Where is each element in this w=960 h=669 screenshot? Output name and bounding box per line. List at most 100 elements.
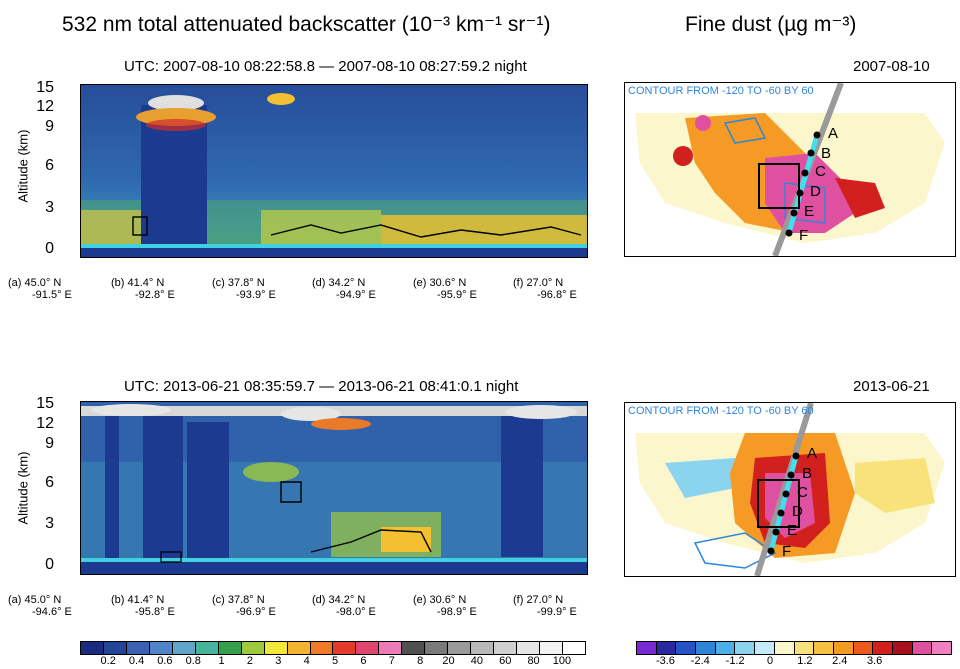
x-tick-label: (a) 45.0° N -91.5° E [8,277,72,301]
map-point-b: B [802,465,813,482]
backscatter-colorbar-swatch [126,642,150,654]
dust-colorbar-swatch [656,642,677,654]
backscatter-colorbar-swatch [172,642,196,654]
backscatter-colorbar-swatch [540,642,564,654]
y-tick: 6 [45,474,54,491]
backscatter-colorbar-labels: 0.2 0.4 0.6 0.8 1 2 3 4 5 6 7 8 20 40 60 80 100 [80,655,586,667]
backscatter-colorbar-label: 0.8 [185,655,201,667]
backscatter-colorbar-swatch [517,642,541,654]
y-tick: 12 [36,98,54,115]
backscatter-colorbar-swatch [471,642,495,654]
dust-colorbar-label: 0 [766,655,774,667]
dust-colorbar-swatch [853,642,874,654]
dust-colorbar-label: 2.4 [832,655,848,667]
y-tick: 3 [45,199,54,216]
y-tick: 9 [45,118,54,135]
backscatter-colorbar-swatch [310,642,334,654]
backscatter-colorbar-swatch [195,642,219,654]
dust-colorbar-swatch [833,642,854,654]
dust-colorbar-swatch [873,642,893,654]
backscatter-colorbar-label: 100 [552,655,572,667]
dust-colorbar-label: 1.2 [797,655,813,667]
map-date-2: 2013-06-21 [853,378,930,395]
x-tick-label: (c) 37.8° N -96.9° E [212,594,276,618]
dust-colorbar-swatch [932,642,951,654]
backscatter-colorbar-label: 20 [442,655,455,667]
backscatter-colorbar-label: 8 [417,655,424,667]
map-point-a: A [807,445,818,462]
dust-colorbar-swatch [892,642,913,654]
contour-note-1: CONTOUR FROM -120 TO -60 BY 60 [628,85,814,97]
backscatter-colorbar-label: 2 [246,655,254,667]
backscatter-colorbar-swatch [379,642,403,654]
y-tick: 12 [36,415,54,432]
backscatter-colorbar-label: 4 [303,655,310,667]
backscatter-colorbar-swatch [356,642,380,654]
backscatter-colorbar-swatch [333,642,357,654]
x-tick-label: (d) 34.2° N -98.0° E [312,594,376,618]
y-axis-label-1: Altitude (km) [15,129,31,203]
dust-map-image-1 [625,83,955,256]
utc-label-2: UTC: 2013-06-21 08:35:59.7 — 2013-06-21 … [124,378,519,395]
map-point-b: B [821,145,832,162]
backscatter-colorbar-label: 7 [388,655,395,667]
x-tick-label: (a) 45.0° N -94.6° E [8,594,72,618]
dust-colorbar-swatch [735,642,756,654]
backscatter-colorbar-label: 0.4 [128,655,145,667]
y-tick: 6 [45,157,54,174]
map-point-f: F [799,227,809,244]
map-point-f: F [782,543,792,560]
backscatter-colorbar-swatch [103,642,127,654]
dust-map-2: CONTOUR FROM -120 TO -60 BY 60 A B C D E… [624,402,956,577]
y-axis-label-2: Altitude (km) [15,451,31,525]
x-tick-label: (c) 37.8° N -93.9° E [212,277,276,301]
dust-map-1: CONTOUR FROM -120 TO -60 BY 60 A B C D E… [624,82,956,257]
backscatter-colorbar-label: 0.6 [157,655,173,667]
backscatter-colorbar-swatch [448,642,472,654]
backscatter-colorbar-swatch [149,642,173,654]
dust-colorbar-swatch [755,642,775,654]
backscatter-colorbar: 0.2 0.4 0.6 0.8 1 2 3 4 5 6 7 8 20 40 60 80 100 [80,641,586,667]
backscatter-colorbar-label: 5 [331,655,339,667]
backscatter-heading: 532 nm total attenuated backscatter (10⁻… [62,13,551,36]
backscatter-colorbar-label: 80 [527,655,540,667]
backscatter-colorbar-swatch [494,642,518,654]
backscatter-colorbar-swatch [264,642,288,654]
map-point-e: E [787,522,798,539]
backscatter-colorbar-swatches [80,641,586,655]
backscatter-curtain-1 [80,84,588,258]
backscatter-curtain-image-1 [81,85,587,257]
map-point-c: C [797,484,808,501]
x-tick-label: (e) 30.6° N -95.9° E [413,277,477,301]
x-tick-label: (f) 27.0° N -96.8° E [513,277,577,301]
backscatter-colorbar-swatch [563,642,585,654]
dust-colorbar-swatch [715,642,736,654]
backscatter-colorbar-swatch [241,642,265,654]
backscatter-colorbar-swatch [287,642,311,654]
dust-colorbar-swatch [912,642,933,654]
backscatter-curtain-2 [80,401,588,575]
y-tick: 3 [45,515,54,532]
dust-colorbar-label: 3.6 [866,655,883,667]
dust-colorbar-label: -2.4 [690,655,710,667]
backscatter-colorbar-swatch [81,642,104,654]
backscatter-colorbar-label: 3 [275,655,282,667]
x-tick-label: (e) 30.6° N -98.9° E [413,594,477,618]
dust-colorbar-swatches [636,641,952,655]
contour-note-2: CONTOUR FROM -120 TO -60 BY 60 [628,405,814,417]
backscatter-colorbar-label: 1 [218,655,225,667]
dust-colorbar-swatch [794,642,815,654]
map-point-a: A [828,125,839,142]
dust-colorbar-label: -1.2 [725,655,745,667]
backscatter-colorbar-label: 60 [499,655,512,667]
dust-colorbar-swatch [696,642,716,654]
x-tick-label: (b) 41.4° N -92.8° E [111,277,175,301]
backscatter-colorbar-label: 6 [360,655,367,667]
map-date-1: 2007-08-10 [853,58,930,75]
dust-colorbar-swatch [637,642,657,654]
backscatter-colorbar-label: 0.2 [100,655,116,667]
map-point-d: D [792,503,803,520]
utc-label-1: UTC: 2007-08-10 08:22:58.8 — 2007-08-10 … [124,58,527,75]
y-tick: 9 [45,435,54,452]
dust-colorbar-swatch [774,642,795,654]
